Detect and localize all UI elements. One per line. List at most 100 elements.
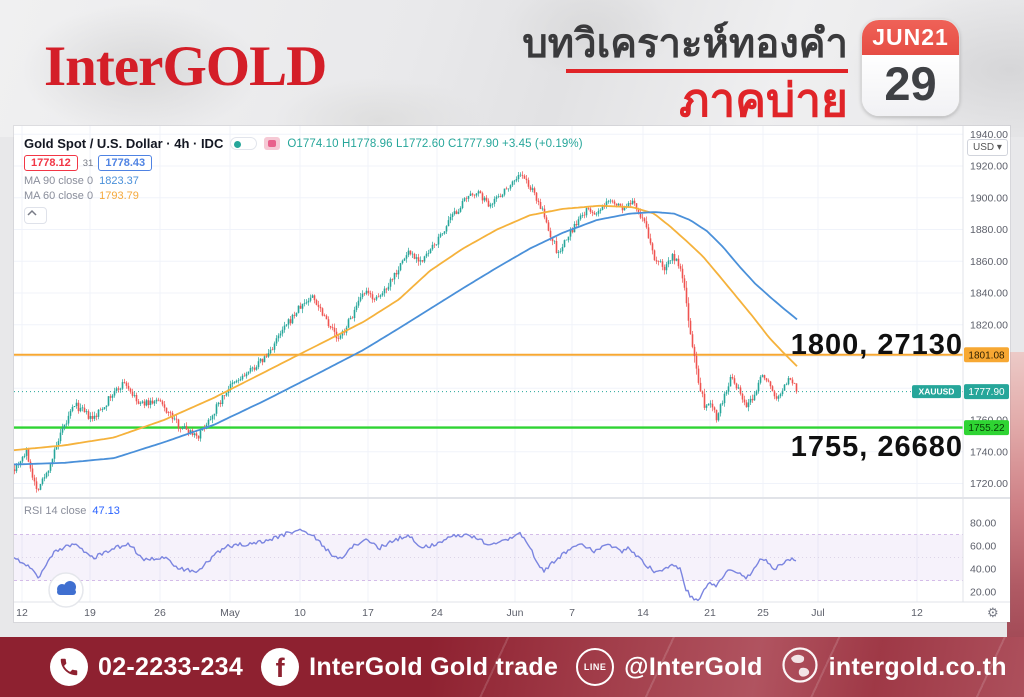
time-tick-label: 12 [16, 607, 28, 619]
time-axis-labels: 12 19 26 May 10 17 24 Jun 7 14 21 25 Jul 12 [16, 607, 923, 619]
time-tick-label: 26 [154, 607, 166, 619]
time-tick-label: 21 [704, 607, 716, 619]
facebook-name: InterGold Gold trade [309, 652, 559, 681]
facebook-f-glyph: f [275, 652, 285, 683]
time-tick-label: 24 [431, 607, 443, 619]
facebook-icon: f [261, 648, 300, 686]
footer-facebook-link[interactable]: f InterGold Gold trade [261, 648, 558, 686]
rsi-value: 47.13 [92, 505, 120, 517]
rsi-tick-label: 20.00 [970, 587, 996, 599]
ma90-label: MA 90 close 0 [24, 175, 94, 187]
price-tick-label: 1880.00 [970, 224, 1008, 236]
chart-flag-icon[interactable] [264, 137, 281, 150]
ohlc-open: O1774.10 [287, 137, 339, 150]
globe-icon [781, 646, 819, 689]
resistance-annotation: 1800, 27130 [790, 329, 963, 361]
ohlc-change: +3.45 (+0.19%) [502, 137, 583, 150]
calendar-day: 29 [862, 55, 959, 116]
bid-ask-row: 1778.12 31 1778.43 [24, 155, 153, 171]
title-underline [566, 69, 848, 73]
rsi-line [14, 528, 797, 602]
chart-legend-row: Gold Spot / U.S. Dollar · 4h · IDC O1774… [24, 136, 583, 151]
symbol-title: Gold Spot / U.S. Dollar · 4h · IDC [24, 136, 224, 151]
ma60-label: MA 60 close 0 [24, 190, 94, 202]
calendar-month: JUN21 [862, 20, 959, 55]
line-logo-text: LINE [583, 662, 607, 672]
price-tick-label: 1860.00 [970, 256, 1008, 268]
chart-watermark-icon [48, 572, 84, 608]
market-open-dot-icon [234, 141, 242, 148]
ohlc-close: C1777.90 [448, 137, 499, 150]
buy-price-button[interactable]: 1778.43 [98, 155, 153, 171]
line-icon: LINE [576, 648, 615, 686]
price-tick-label: 1900.00 [970, 192, 1008, 204]
time-tick-label: 14 [637, 607, 649, 619]
footer-phone-link[interactable]: 02-2233-234 [50, 648, 243, 686]
contact-footer: 02-2233-234 f InterGold Gold trade LINE … [0, 637, 1024, 697]
price-tick-label: 1740.00 [970, 446, 1008, 458]
price-tick-label: 1940.00 [970, 129, 1008, 141]
spread-value: 31 [82, 157, 94, 169]
calendar-icon: JUN21 29 [862, 20, 959, 116]
time-tick-label: 17 [362, 607, 374, 619]
website-url: intergold.co.th [828, 652, 1007, 681]
logo-text-inter: Inter [44, 35, 163, 98]
intergold-logo: InterGOLD [44, 35, 327, 98]
chevron-up-icon [27, 209, 37, 216]
time-tick-label: 7 [569, 607, 575, 619]
market-status-toggle[interactable] [230, 137, 258, 150]
phone-number: 02-2233-234 [98, 652, 244, 681]
logo-text-gold: GOLD [162, 35, 327, 98]
ma60-line [14, 204, 798, 452]
time-tick-label: 19 [84, 607, 96, 619]
svg-text:1755.22: 1755.22 [968, 423, 1005, 434]
ohlc-high: H1778.96 [341, 137, 393, 150]
ma60-value: 1793.79 [99, 190, 139, 202]
trading-chart-panel: 1940.00 1920.00 1900.00 1880.00 1860.00 1840.… [14, 126, 1010, 622]
candles-layer [14, 171, 798, 493]
time-tick-label: Jun [507, 607, 524, 619]
ma90-line [14, 211, 798, 466]
rsi-tick-label: 60.00 [970, 541, 996, 553]
page-subtitle: ภาคบ่าย [679, 74, 848, 126]
rsi-band [14, 534, 963, 581]
ma90-legend-row: MA 90 close 0 1823.37 [24, 175, 139, 187]
currency-dropdown[interactable]: USD ▾ [967, 139, 1008, 156]
time-tick-label: 12 [911, 607, 923, 619]
rsi-label: RSI 14 close [24, 505, 87, 517]
price-tick-label: 1720.00 [970, 478, 1008, 490]
ohlc-values: O1774.10 H1778.96 L1772.60 C1777.90 +3.4… [287, 138, 582, 150]
time-tick-label: May [220, 607, 241, 619]
resistance-price-label: 1801.08 [964, 347, 1009, 363]
phone-icon [50, 648, 88, 686]
footer-website-link[interactable]: intergold.co.th [781, 646, 1007, 689]
ma60-legend-row: MA 60 close 0 1793.79 [24, 190, 139, 202]
time-tick-label: 10 [294, 607, 306, 619]
price-chart-canvas[interactable]: 1940.001920.001900.001880.001860.001840.… [14, 126, 1010, 622]
collapse-legend-button[interactable] [24, 207, 47, 224]
grid-layer [14, 126, 963, 602]
world-map-background [0, 0, 1024, 137]
rsi-axis-labels: 80.00 60.00 40.00 20.00 [970, 518, 996, 599]
footer-line-link[interactable]: LINE @InterGold [576, 648, 763, 686]
pane-separators [14, 126, 1010, 603]
background-photo-strip [1007, 352, 1024, 638]
chart-flag-inner [268, 140, 277, 147]
ma90-value: 1823.37 [99, 175, 139, 187]
time-tick-label: Jul [811, 607, 824, 619]
time-tick-label: 25 [757, 607, 769, 619]
rsi-legend-row: RSI 14 close 47.13 [24, 505, 120, 517]
page-title: บทวิเคราะห์ทองคำ [522, 22, 848, 66]
rsi-tick-label: 40.00 [970, 564, 996, 576]
sell-price-button[interactable]: 1778.12 [24, 155, 78, 171]
price-tick-label: 1920.00 [970, 161, 1008, 173]
ohlc-low: L1772.60 [395, 137, 445, 150]
price-axis-labels: 1940.00 1920.00 1900.00 1880.00 1860.00 1840.… [970, 129, 1008, 490]
price-tick-label: 1840.00 [970, 288, 1008, 300]
symbol-badge: XAUUSD [919, 387, 955, 397]
support-annotation: 1755, 26680 [790, 431, 963, 463]
gear-icon[interactable]: ⚙ [987, 605, 999, 620]
price-tick-label: 1820.00 [970, 319, 1008, 331]
svg-text:1801.08: 1801.08 [968, 350, 1005, 361]
